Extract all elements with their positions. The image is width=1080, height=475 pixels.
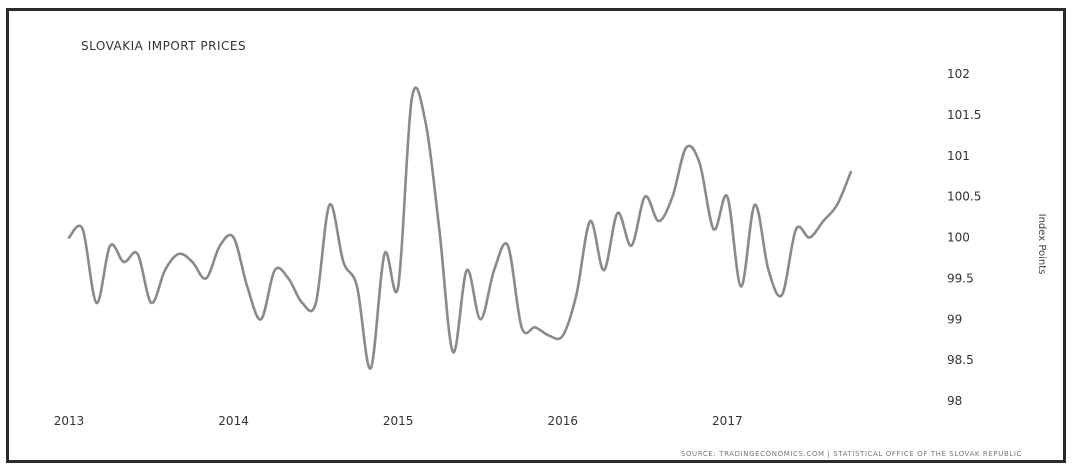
- y-tick-label: 98.5: [947, 353, 974, 367]
- data-point: [191, 261, 194, 264]
- data-point: [795, 228, 798, 231]
- data-point: [616, 212, 619, 215]
- x-axis-ticks: 2013 2014 2015 2016 2017: [54, 414, 743, 428]
- data-point: [493, 269, 496, 272]
- data-point: [520, 326, 523, 329]
- data-point: [68, 236, 71, 239]
- data-point: [849, 171, 852, 174]
- data-point: [740, 285, 743, 288]
- x-tick-label: 2013: [54, 414, 85, 428]
- data-point: [712, 228, 715, 231]
- data-point: [95, 301, 98, 304]
- data-point: [506, 244, 509, 247]
- data-point: [534, 326, 537, 329]
- data-point: [808, 236, 811, 239]
- data-point: [698, 162, 701, 165]
- data-point: [575, 293, 578, 296]
- chart-svg: SLOVAKIA IMPORT PRICES 98 98.5 99 99.5 100 10…: [54, 39, 1047, 458]
- data-point: [369, 367, 372, 370]
- source-note: SOURCE: TRADINGECONOMICS.COM | STATISTIC…: [681, 450, 1022, 458]
- y-axis-label: Index Points: [1036, 214, 1047, 275]
- data-point: [150, 301, 153, 304]
- y-tick-label: 99.5: [947, 271, 974, 285]
- data-point: [671, 195, 674, 198]
- data-point: [657, 220, 660, 223]
- data-point: [205, 277, 208, 280]
- data-point: [726, 195, 729, 198]
- data-point: [122, 261, 125, 264]
- data-point: [685, 146, 688, 149]
- y-axis-ticks: 98 98.5 99 99.5 100 100.5 101 101.5 102: [947, 67, 981, 408]
- chart-title: SLOVAKIA IMPORT PRICES: [81, 39, 246, 53]
- series-line-import-prices: [67, 86, 853, 370]
- data-point: [589, 220, 592, 223]
- data-point: [260, 318, 263, 321]
- data-point: [410, 97, 413, 100]
- data-point: [287, 277, 290, 280]
- data-point: [273, 269, 276, 272]
- data-point: [479, 318, 482, 321]
- data-point: [356, 285, 359, 288]
- data-point: [81, 228, 84, 231]
- data-point: [438, 228, 441, 231]
- data-point: [246, 285, 249, 288]
- data-point: [109, 244, 112, 247]
- data-point: [822, 220, 825, 223]
- y-tick-label: 102: [947, 67, 970, 81]
- y-tick-label: 100.5: [947, 190, 981, 204]
- data-point: [781, 293, 784, 296]
- data-point: [548, 334, 551, 337]
- data-point: [452, 351, 455, 354]
- data-point: [342, 261, 345, 264]
- y-tick-label: 101: [947, 149, 970, 163]
- data-point: [301, 301, 304, 304]
- data-point: [644, 195, 647, 198]
- chart-frame: SLOVAKIA IMPORT PRICES 98 98.5 99 99.5 100 10…: [6, 8, 1066, 463]
- x-tick-label: 2014: [218, 414, 249, 428]
- data-points: [68, 97, 853, 370]
- data-point: [753, 203, 756, 206]
- data-point: [602, 269, 605, 272]
- data-point: [561, 334, 564, 337]
- data-point: [397, 285, 400, 288]
- data-point: [767, 269, 770, 272]
- data-point: [328, 203, 331, 206]
- data-point: [218, 244, 221, 247]
- data-point: [232, 236, 235, 239]
- data-point: [177, 252, 180, 255]
- y-tick-label: 99: [947, 312, 962, 326]
- y-tick-label: 98: [947, 394, 962, 408]
- data-point: [630, 244, 633, 247]
- data-point: [836, 203, 839, 206]
- data-point: [424, 122, 427, 125]
- data-point: [383, 252, 386, 255]
- y-tick-label: 101.5: [947, 108, 981, 122]
- x-tick-label: 2015: [383, 414, 414, 428]
- x-tick-label: 2016: [547, 414, 578, 428]
- data-point: [314, 301, 317, 304]
- data-point: [164, 269, 167, 272]
- x-tick-label: 2017: [712, 414, 743, 428]
- data-point: [136, 252, 139, 255]
- y-tick-label: 100: [947, 231, 970, 245]
- data-point: [465, 269, 468, 272]
